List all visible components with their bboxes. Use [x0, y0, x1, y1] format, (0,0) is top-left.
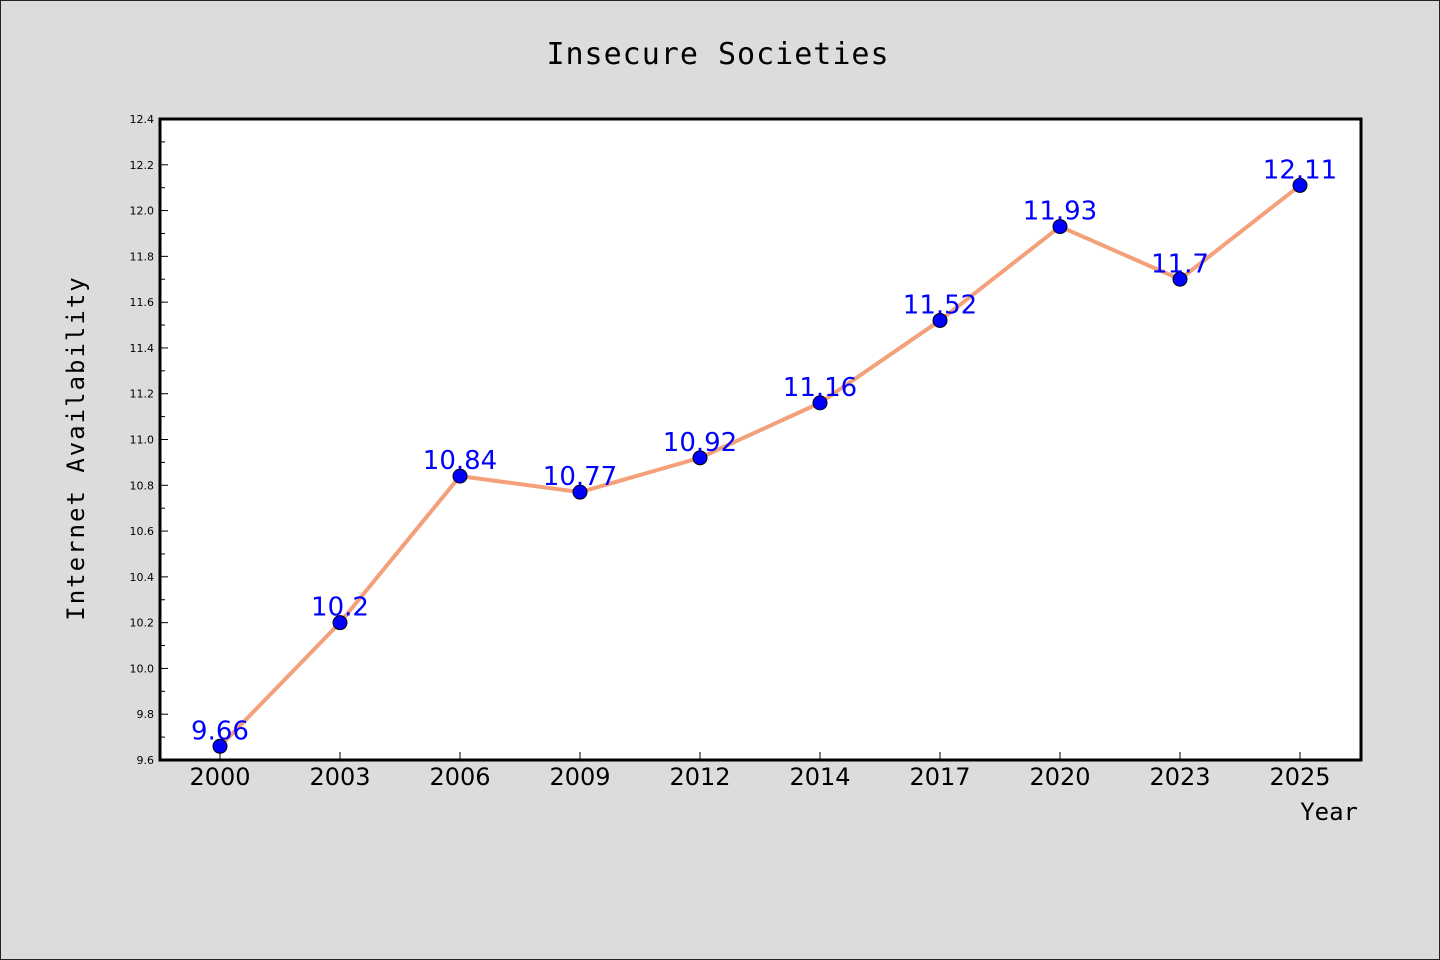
plot-frame	[158, 117, 1363, 762]
x-tick-label: 2020	[1029, 763, 1090, 791]
series-line	[218, 183, 1302, 748]
data-point	[452, 468, 468, 484]
y-tick-label: 12.4	[130, 113, 155, 126]
data-label: 10.84	[423, 446, 497, 476]
x-tick-label: 2025	[1269, 763, 1330, 791]
y-tick-label: 9.6	[137, 754, 155, 767]
data-label: 9.66	[191, 716, 249, 746]
data-point	[572, 484, 588, 500]
x-tick-label: 2000	[189, 763, 250, 791]
data-label: 11.16	[783, 373, 857, 403]
x-tick-label: 2023	[1149, 763, 1210, 791]
data-label: 10.2	[311, 593, 369, 623]
data-label: 10.77	[543, 462, 617, 492]
x-tick-label: 2003	[309, 763, 370, 791]
series-markers	[212, 177, 1308, 754]
y-axis-label: Internet Availability	[62, 275, 90, 620]
y-tick-label: 9.8	[137, 708, 155, 721]
data-label: 11.52	[903, 290, 977, 320]
data-label: 10.92	[663, 428, 737, 458]
x-tick-label: 2012	[669, 763, 730, 791]
y-tick-label: 11.4	[130, 342, 155, 355]
data-point	[692, 450, 708, 466]
y-tick-label: 10.6	[130, 525, 155, 538]
x-tick-label: 2006	[429, 763, 490, 791]
data-point	[212, 738, 228, 754]
y-tick-label: 11.8	[130, 250, 155, 263]
plot-area	[160, 119, 1361, 760]
y-tick-label: 11.0	[130, 434, 155, 447]
data-labels: 9.66 10.2 10.84 10.77 10.92 11.16 11.52 11.93 11…	[191, 155, 1337, 746]
y-tick-label: 10.0	[130, 662, 155, 675]
x-tick-label: 2009	[549, 763, 610, 791]
data-label: 11.7	[1151, 249, 1209, 279]
x-tick-label: 2017	[909, 763, 970, 791]
chart-title: Insecure Societies	[546, 37, 889, 72]
y-tick-label: 11.2	[130, 388, 155, 401]
data-point	[332, 615, 348, 631]
x-axis-ticks: 2000 2003 2006 2009 2012 2014 2017 2020 2023 2025	[189, 752, 1331, 791]
y-tick-label: 10.2	[130, 617, 155, 630]
data-point	[812, 395, 828, 411]
data-point	[932, 312, 948, 328]
y-tick-label: 10.4	[130, 571, 155, 584]
data-point	[1292, 177, 1308, 193]
y-tick-label: 11.6	[130, 296, 155, 309]
y-tick-label: 10.8	[130, 479, 155, 492]
series-line-group	[218, 183, 1302, 748]
data-label: 11.93	[1023, 197, 1097, 227]
y-tick-label: 12.2	[130, 159, 155, 172]
data-point	[1052, 219, 1068, 235]
x-tick-label: 2014	[789, 763, 850, 791]
x-axis-label: Year	[1300, 798, 1358, 826]
data-label: 12.11	[1263, 155, 1337, 185]
data-point	[1172, 271, 1188, 287]
y-tick-label: 12.0	[130, 205, 155, 218]
